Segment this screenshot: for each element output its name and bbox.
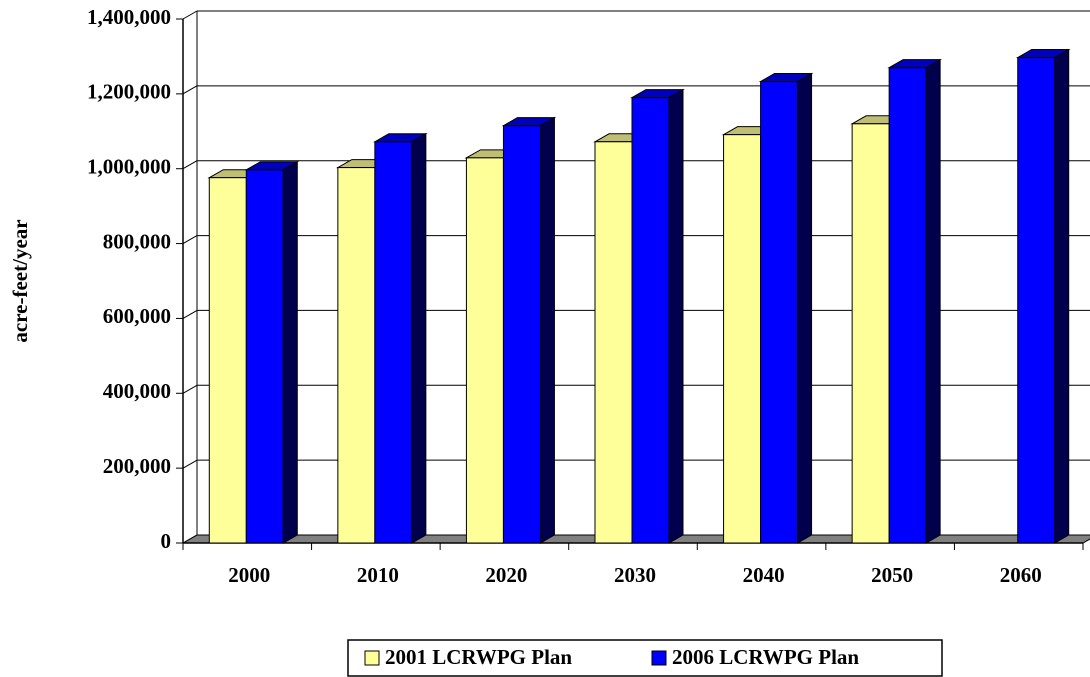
- bar-front: [594, 141, 633, 544]
- legend-swatch: [651, 650, 667, 666]
- y-tick-label: 1,000,000: [87, 155, 171, 179]
- bar-side: [539, 116, 555, 544]
- bar-side: [797, 72, 813, 544]
- bar: [372, 132, 428, 544]
- y-tick-label: 200,000: [103, 454, 171, 478]
- y-tick-label: 800,000: [103, 229, 171, 253]
- grid-line-side: [182, 459, 198, 469]
- bar-side: [925, 58, 941, 544]
- grid-line-side: [182, 160, 198, 170]
- bar-front: [888, 67, 927, 544]
- bar-side: [1054, 48, 1070, 544]
- bar-front: [851, 123, 890, 544]
- x-tick-label: 2020: [485, 563, 527, 587]
- y-tick-label: 1,200,000: [87, 80, 171, 104]
- bar-front: [337, 167, 376, 544]
- legend-label: 2006 LCRWPG Plan: [672, 645, 859, 669]
- bar-front: [502, 125, 541, 544]
- x-tick-label: 2010: [357, 563, 399, 587]
- bar-front: [631, 97, 670, 544]
- bar-front: [374, 141, 413, 544]
- bar: [758, 72, 814, 544]
- bar: [1015, 48, 1071, 544]
- grid-line-side: [182, 384, 198, 394]
- x-tick-label: 2050: [871, 563, 913, 587]
- x-tick-label: 2030: [614, 563, 656, 587]
- x-tick-label: 2040: [743, 563, 785, 587]
- bar-front: [245, 169, 284, 544]
- bar: [887, 58, 943, 544]
- legend: [347, 639, 943, 677]
- bar-front: [465, 157, 504, 544]
- bar-front: [1017, 57, 1056, 544]
- y-tick-label: 400,000: [103, 379, 171, 403]
- bar-side: [668, 88, 684, 544]
- y-axis-label: acre-feet/year: [8, 219, 32, 342]
- grid-line-side: [182, 235, 198, 245]
- grid-line-side: [182, 534, 198, 544]
- x-tick-label: 2060: [1000, 563, 1042, 587]
- bar-side: [282, 160, 298, 544]
- bar-side: [411, 132, 427, 544]
- grid-line-side: [182, 10, 198, 20]
- y-tick-label: 1,400,000: [87, 5, 171, 29]
- grid-line-side: [182, 309, 198, 319]
- y-tick-label: 600,000: [103, 304, 171, 328]
- bar-front: [723, 134, 762, 544]
- bar: [630, 88, 685, 544]
- y-tick-label: 0: [161, 529, 172, 553]
- grid-line-side: [182, 85, 198, 95]
- legend-swatch: [364, 650, 380, 666]
- bar: [244, 160, 300, 544]
- bar-front: [760, 81, 799, 544]
- legend-label: 2001 LCRWPG Plan: [385, 645, 572, 669]
- bar-front: [208, 177, 247, 544]
- x-tick-label: 2000: [228, 563, 270, 587]
- bar: [501, 116, 557, 544]
